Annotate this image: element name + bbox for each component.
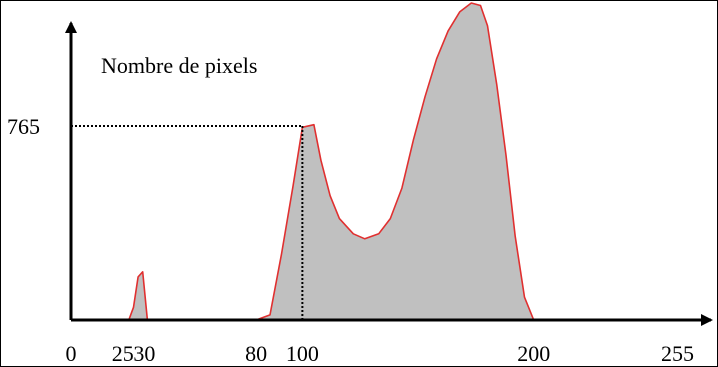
x-tick-label-30: 30	[133, 341, 155, 366]
y-axis-title: Nombre de pixels	[101, 53, 257, 78]
x-tick-label-100: 100	[286, 341, 319, 366]
tick-labels: 0 25 30 80 100 200 255 765	[7, 114, 694, 366]
histogram-area-layer	[128, 2, 535, 321]
histogram-area	[128, 2, 535, 321]
x-tick-label-25: 25	[112, 341, 134, 366]
x-tick-label-255: 255	[661, 341, 694, 366]
guide-lines	[71, 125, 304, 320]
y-tick-label-765: 765	[7, 114, 40, 139]
x-tick-label-0: 0	[66, 341, 77, 366]
x-tick-label-80: 80	[245, 341, 267, 366]
x-tick-label-200: 200	[517, 341, 550, 366]
